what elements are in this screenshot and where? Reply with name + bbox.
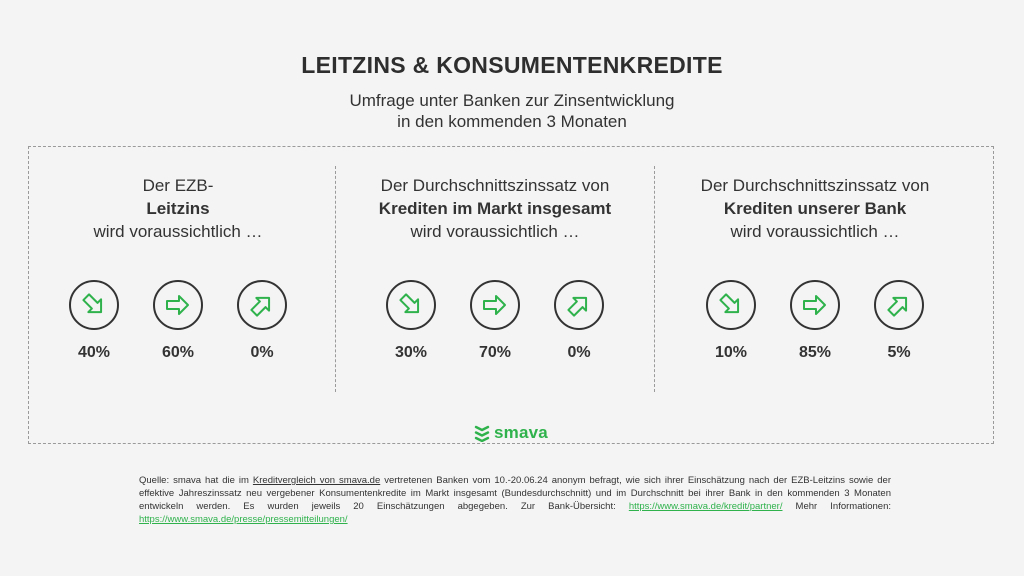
arrow-row: 30% 70% 0% <box>335 280 655 370</box>
value-label: 60% <box>161 344 195 361</box>
value-label: 5% <box>887 344 911 361</box>
subtitle-line-1: Umfrage unter Banken zur Zinsentwicklung <box>349 91 675 110</box>
source-text-2: vertretenen Banken vom 10.-20.06.24 anon… <box>139 475 891 512</box>
arrow-down-right-icon <box>386 280 436 330</box>
panel-heading-bold: Leitzins <box>146 199 210 218</box>
panel-heading-line-3: wird voraussichtlich … <box>730 222 900 241</box>
arrow-item-gleich: 60% <box>148 280 208 362</box>
arrow-right-icon <box>153 280 203 330</box>
page-subtitle: Umfrage unter Banken zur Zinsentwicklung… <box>0 90 1024 132</box>
source-note: Quelle: smava hat die im Kreditvergleich… <box>139 474 891 526</box>
arrow-down-right-icon <box>69 280 119 330</box>
source-link-kreditvergleich[interactable]: Kreditvergleich von smava.de <box>252 475 381 486</box>
arrow-item-steigen: 0% <box>232 280 292 362</box>
panel-markt-insgesamt: Der Durchschnittszinssatz von Krediten i… <box>335 174 655 374</box>
value-label: 10% <box>714 344 748 361</box>
source-text-1: Quelle: smava hat die im <box>139 475 253 486</box>
panel-heading: Der Durchschnittszinssatz von Krediten i… <box>335 174 655 243</box>
source-text-3: Mehr Informationen: <box>782 501 892 512</box>
panel-heading-line-1: Der Durchschnittszinssatz von <box>700 176 930 195</box>
arrow-down-right-icon <box>706 280 756 330</box>
arrow-up-right-icon <box>554 280 604 330</box>
arrow-item-gleich: 85% <box>785 280 845 362</box>
source-link-presse[interactable]: https://www.smava.de/presse/pressemittei… <box>139 514 348 525</box>
arrow-up-right-icon <box>874 280 924 330</box>
panel-heading-line-1: Der Durchschnittszinssatz von <box>380 176 610 195</box>
arrow-item-sinken: 30% <box>381 280 441 362</box>
arrow-up-right-icon <box>237 280 287 330</box>
arrow-item-steigen: 5% <box>869 280 929 362</box>
subtitle-line-2: in den kommenden 3 Monaten <box>397 112 627 131</box>
panel-ezb-leitzins: Der EZB- Leitzins wird voraussichtlich …… <box>18 174 338 374</box>
value-label: 0% <box>567 344 591 361</box>
arrow-item-gleich: 70% <box>465 280 525 362</box>
panel-heading-bold: Krediten unserer Bank <box>723 199 907 218</box>
smava-logo-icon <box>474 425 490 442</box>
value-label: 0% <box>250 344 274 361</box>
arrow-item-sinken: 10% <box>701 280 761 362</box>
panel-divider-1 <box>335 166 336 392</box>
panel-heading: Der Durchschnittszinssatz von Krediten u… <box>655 174 975 243</box>
value-label: 70% <box>478 344 512 361</box>
panel-heading-line-3: wird voraussichtlich … <box>93 222 263 241</box>
panel-unsere-bank: Der Durchschnittszinssatz von Krediten u… <box>655 174 975 374</box>
panel-heading-line-3: wird voraussichtlich … <box>410 222 580 241</box>
panel-heading-line-1: Der EZB- <box>142 176 214 195</box>
panel-divider-2 <box>654 166 655 392</box>
arrow-item-steigen: 0% <box>549 280 609 362</box>
arrow-right-icon <box>470 280 520 330</box>
page-title: LEITZINS & KONSUMENTENKREDITE <box>301 52 723 78</box>
arrow-right-icon <box>790 280 840 330</box>
value-label: 85% <box>798 344 832 361</box>
arrow-row: 10% 85% 5% <box>655 280 975 370</box>
source-link-partner[interactable]: https://www.smava.de/kredit/partner/ <box>628 501 783 512</box>
arrow-row: 40% 60% 0% <box>18 280 338 370</box>
value-label: 40% <box>77 344 111 361</box>
panel-heading: Der EZB- Leitzins wird voraussichtlich … <box>18 174 338 243</box>
survey-frame <box>28 146 994 444</box>
value-label: 30% <box>394 344 428 361</box>
panel-heading-bold: Krediten im Markt insgesamt <box>378 199 612 218</box>
smava-logo: smava <box>474 422 548 444</box>
logo-text: smava <box>494 423 548 442</box>
arrow-item-sinken: 40% <box>64 280 124 362</box>
